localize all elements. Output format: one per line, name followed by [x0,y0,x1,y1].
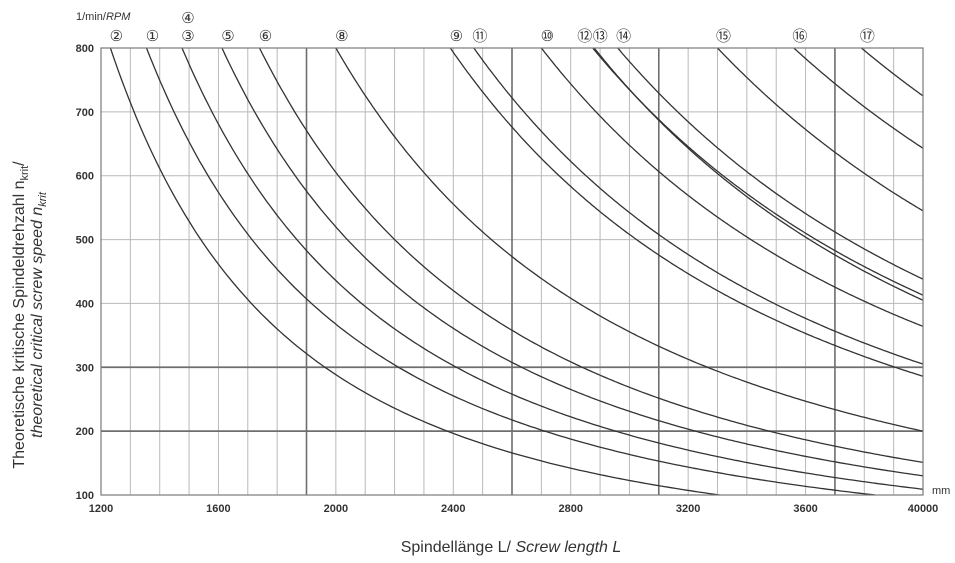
series-line-2 [109,47,720,496]
x-axis-title: Spindellänge L/ Screw length L [401,539,622,556]
series-label-17: ⑰ [860,28,875,45]
svg-text:Theoretische kritische Spindel: Theoretische kritische Spindeldrehzahl n… [11,161,31,469]
series-line-9 [449,47,924,377]
y-tick-300: 300 [76,362,94,374]
x-tick-3600: 3600 [793,503,817,515]
plot-frame [100,47,924,496]
x-tick-4000: 40000 [908,503,939,515]
series-label-12: ⑫ [577,28,592,45]
series-line-10 [540,47,924,328]
y-axis-title: Theoretische kritische Spindeldrehzahl n… [11,161,49,469]
series-line-15 [717,47,924,212]
series-label-14: ⑭ [616,28,631,45]
series-labels: ② ① ③ ⑤ ⑥ ⑧ ⑨ ⑪ ⑩ ⑫ ⑬ ⑭ ⑮ ⑯ ⑰ ④ [110,10,875,45]
series-line-11 [473,47,924,365]
series-label-13: ⑬ [593,28,608,45]
x-tick-3200: 3200 [676,503,700,515]
series-line-17 [860,47,924,97]
series-line-8 [335,47,924,432]
series-line-14 [617,47,924,280]
series-label-6: ⑥ [259,28,272,45]
series-line-1 [145,47,876,496]
series-label-extra-④: ④ [181,10,194,27]
series-label-1: ① [146,28,159,45]
y-tick-200: 200 [76,426,94,438]
series-line-5 [221,47,924,477]
series-label-9: ⑨ [450,28,463,45]
series-label-8: ⑧ [335,28,348,45]
series-line-6 [258,47,924,464]
series-label-5: ⑤ [221,28,234,45]
y-tick-600: 600 [76,171,94,183]
series-label-11: ⑪ [472,28,487,45]
series-label-10: ⑩ [541,28,554,45]
x-tick-1200: 1200 [89,503,113,515]
series-label-2: ② [110,28,123,45]
y-tick-500: 500 [76,235,94,247]
x-tick-2400: 2400 [441,503,465,515]
series-label-3: ③ [181,28,194,45]
x-tick-2800: 2800 [558,503,582,515]
x-tick-labels: 1200 1600 2000 2400 2800 3200 3600 40000 [89,503,939,515]
y-tick-labels: 100 200 300 400 500 600 700 800 [76,43,94,502]
x-tick-2000: 2000 [324,503,348,515]
y-unit-label: 1/min/RPM [76,11,131,23]
series-line-13 [593,47,924,301]
y-tick-700: 700 [76,107,94,119]
series-curves [109,47,924,496]
y-tick-100: 100 [76,490,94,502]
x-tick-1600: 1600 [206,503,230,515]
y-tick-800: 800 [76,43,94,55]
svg-text:theoretical critical screw spe: theoretical critical screw speed nkrit [29,191,49,438]
series-label-15: ⑮ [716,28,731,45]
y-tick-400: 400 [76,298,94,310]
series-line-12 [592,47,924,296]
series-line-3 [181,47,924,490]
series-label-16: ⑯ [792,28,807,45]
x-unit-label: mm [932,485,950,497]
series-line-16 [793,47,924,149]
